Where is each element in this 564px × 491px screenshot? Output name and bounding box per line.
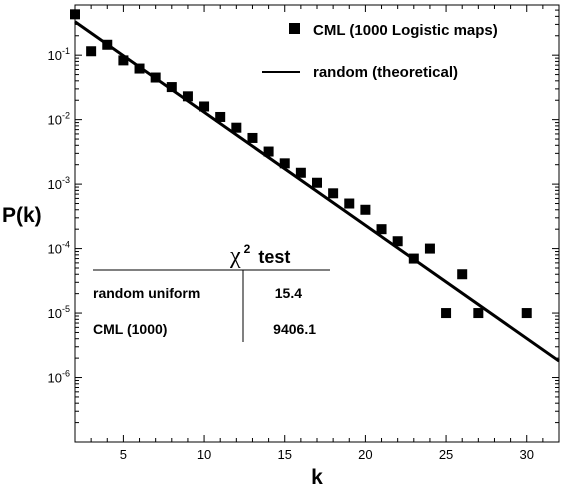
data-point xyxy=(408,253,419,264)
data-point xyxy=(376,224,387,235)
data-point xyxy=(199,101,210,112)
x-tick-label: 5 xyxy=(120,447,127,462)
y-tick-label: 10-1 xyxy=(48,46,70,63)
table-row-label: CML (1000) xyxy=(93,321,167,337)
test-label: test xyxy=(258,247,290,267)
x-tick-label: 20 xyxy=(358,447,372,462)
data-point xyxy=(279,158,290,169)
data-point xyxy=(182,91,193,102)
x-tick-label: 10 xyxy=(197,447,211,462)
x-axis-ticks: 5 10 15 20 25 30 xyxy=(74,5,560,462)
y-tick-label: 10-3 xyxy=(48,175,70,192)
data-point xyxy=(521,308,532,319)
table-title: χ 2 test xyxy=(229,242,290,269)
data-point xyxy=(231,122,242,133)
y-tick-label: 10-4 xyxy=(48,240,70,257)
legend: CML (1000 Logistic maps) random (theoret… xyxy=(262,22,498,81)
table-row-label: random uniform xyxy=(93,285,200,301)
data-point xyxy=(392,236,403,247)
data-point xyxy=(424,243,435,254)
x-tick-label: 15 xyxy=(277,447,291,462)
table-row-value: 15.4 xyxy=(275,285,302,301)
data-point xyxy=(360,204,371,215)
data-point xyxy=(328,188,339,199)
y-axis-title: P(k) xyxy=(2,204,42,227)
x-tick-label: 30 xyxy=(519,447,533,462)
legend-label-cml: CML (1000 Logistic maps) xyxy=(313,22,498,39)
x-axis-title: k xyxy=(311,466,323,489)
data-point xyxy=(312,177,322,188)
y-tick-label: 10-5 xyxy=(48,304,70,321)
data-point xyxy=(215,111,226,122)
y-axis-ticks: 10-1 10-2 10-3 10-4 10-5 10-6 xyxy=(48,9,559,443)
data-point xyxy=(102,39,113,50)
data-point xyxy=(118,55,129,66)
data-point xyxy=(457,269,468,280)
data-point xyxy=(134,63,145,74)
legend-square-marker xyxy=(289,23,300,34)
data-point xyxy=(263,146,274,157)
data-point xyxy=(247,132,258,143)
data-point xyxy=(70,9,80,20)
data-point xyxy=(150,72,161,83)
y-tick-label: 10-2 xyxy=(48,111,70,128)
table-row-value: 9406.1 xyxy=(273,321,316,337)
data-point xyxy=(441,308,452,319)
data-point xyxy=(295,167,306,178)
legend-label-random: random (theoretical) xyxy=(313,64,458,81)
data-point xyxy=(344,198,355,209)
data-point xyxy=(473,308,484,319)
chi-exponent: 2 xyxy=(244,242,251,256)
scatter-points-layer xyxy=(70,9,532,319)
data-point xyxy=(86,46,97,57)
x-tick-label: 25 xyxy=(439,447,453,462)
data-point xyxy=(166,82,177,93)
y-tick-label: 10-6 xyxy=(48,369,70,386)
chi-symbol: χ xyxy=(229,243,241,269)
chi-square-table: χ 2 test random uniform 15.4 CML (1000) 94… xyxy=(93,242,330,342)
